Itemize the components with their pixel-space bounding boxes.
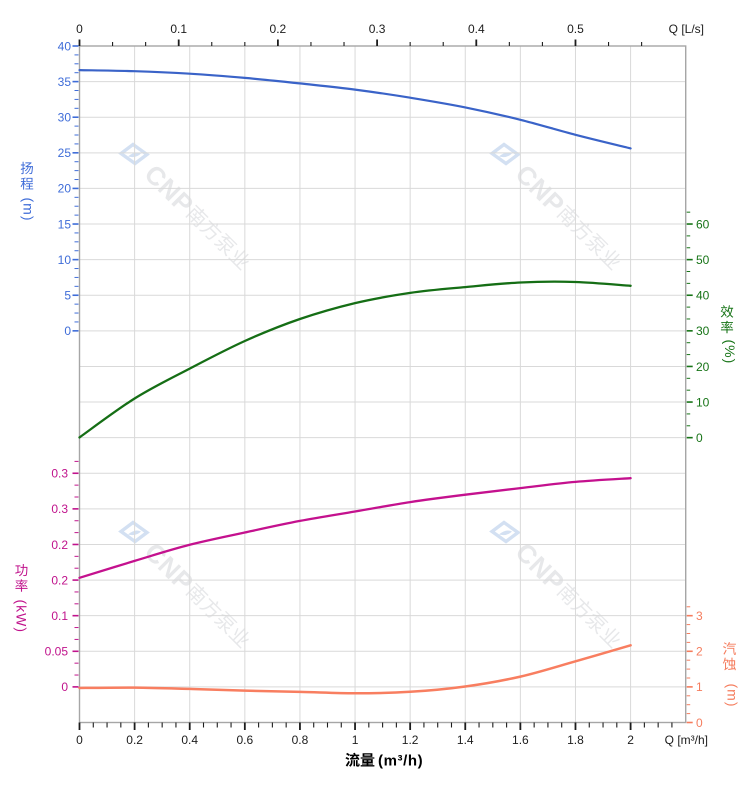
svg-text:1.2: 1.2 [402,733,419,747]
svg-text:1.6: 1.6 [512,733,529,747]
svg-text:25: 25 [58,146,72,160]
svg-text:0.6: 0.6 [236,733,253,747]
svg-text:1: 1 [696,680,703,694]
svg-text:Q [L/s]: Q [L/s] [669,22,704,36]
svg-text:10: 10 [696,395,710,409]
svg-text:(%): (%) [722,340,738,365]
svg-text:0: 0 [696,431,703,445]
svg-text:0.05: 0.05 [45,645,69,659]
svg-text:0.2: 0.2 [51,538,68,552]
svg-text:0.3: 0.3 [369,22,386,36]
svg-text:2: 2 [696,645,703,659]
svg-text:0.2: 0.2 [51,573,68,587]
svg-text:0: 0 [61,680,68,694]
svg-text:0.2: 0.2 [126,733,143,747]
svg-text:0.1: 0.1 [170,22,187,36]
svg-text:0.3: 0.3 [51,467,68,481]
svg-text:2: 2 [627,733,634,747]
svg-text:(kW): (kW) [14,600,30,634]
svg-text:15: 15 [58,217,72,231]
svg-text:30: 30 [696,324,710,338]
svg-text:0.3: 0.3 [51,502,68,516]
svg-text:0.5: 0.5 [567,22,584,36]
svg-text:5: 5 [64,289,71,303]
svg-text:10: 10 [58,253,72,267]
svg-text:0.8: 0.8 [292,733,309,747]
svg-text:20: 20 [58,182,72,196]
svg-text:40: 40 [696,289,710,303]
svg-text:35: 35 [58,75,72,89]
svg-text:20: 20 [696,360,710,374]
svg-text:50: 50 [696,253,710,267]
svg-text:0.4: 0.4 [468,22,485,36]
svg-text:(m): (m) [21,198,37,222]
svg-text:0: 0 [64,324,71,338]
svg-text:1.8: 1.8 [567,733,584,747]
svg-text:3: 3 [696,609,703,623]
svg-text:0: 0 [76,22,83,36]
svg-text:Q [m³/h]: Q [m³/h] [665,733,708,747]
svg-text:0.2: 0.2 [270,22,287,36]
svg-text:(m): (m) [725,684,741,708]
svg-text:(m³/h): (m³/h) [378,753,423,770]
svg-text:0: 0 [76,733,83,747]
svg-text:30: 30 [58,111,72,125]
svg-text:0.4: 0.4 [181,733,198,747]
svg-text:0: 0 [696,716,703,730]
svg-text:1: 1 [352,733,359,747]
svg-text:40: 40 [58,39,72,53]
svg-text:0.1: 0.1 [51,609,68,623]
svg-text:60: 60 [696,217,710,231]
svg-text:1.4: 1.4 [457,733,474,747]
